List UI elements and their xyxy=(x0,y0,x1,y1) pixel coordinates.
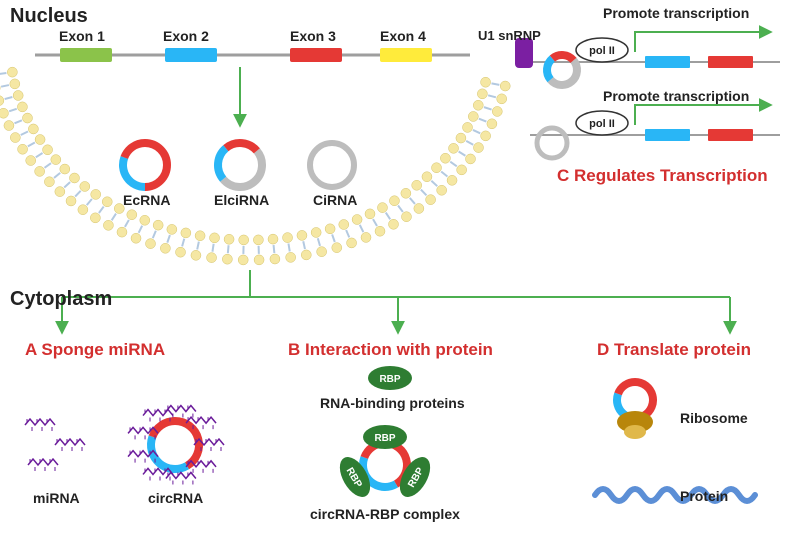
protein-label: Protein xyxy=(680,488,728,504)
elcirna-label: ElciRNA xyxy=(214,192,269,208)
circrna-label: circRNA xyxy=(148,490,203,506)
cirna-label: CiRNA xyxy=(313,192,357,208)
exon4-label: Exon 4 xyxy=(380,28,426,44)
rna-binding-label: RNA-binding proteins xyxy=(320,395,465,411)
ecrna-label: EcRNA xyxy=(123,192,170,208)
circrna-rbp-label: circRNA-RBP complex xyxy=(310,506,460,522)
sponge-mirna-label: A Sponge miRNA xyxy=(25,340,165,360)
cytoplasm-label: Cytoplasm xyxy=(10,288,112,311)
mirna-label: miRNA xyxy=(33,490,80,506)
ribosome-label: Ribosome xyxy=(680,410,748,426)
svg-text:RBP: RBP xyxy=(374,433,395,444)
promote-tx2-label: Promote transcription xyxy=(603,88,749,104)
u1snrnp-label: U1 snRNP xyxy=(478,28,541,43)
interaction-protein-label: B Interaction with protein xyxy=(288,340,493,360)
exon1-label: Exon 1 xyxy=(59,28,105,44)
promote-tx1-label: Promote transcription xyxy=(603,5,749,21)
translate-protein-label: D Translate protein xyxy=(597,340,751,360)
exon3-label: Exon 3 xyxy=(290,28,336,44)
svg-text:pol II: pol II xyxy=(589,45,615,57)
svg-text:pol II: pol II xyxy=(589,118,615,130)
regulates-tx-label: C Regulates Transcription xyxy=(557,166,768,186)
exon2-label: Exon 2 xyxy=(163,28,209,44)
svg-text:RBP: RBP xyxy=(379,374,400,385)
nucleus-label: Nucleus xyxy=(10,5,88,28)
